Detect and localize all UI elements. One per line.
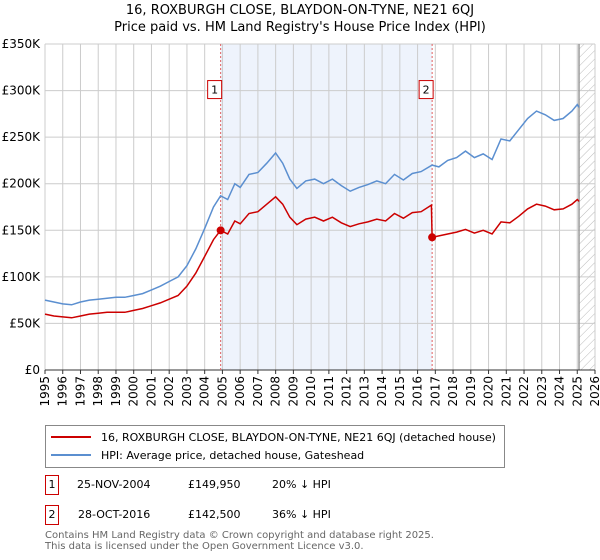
- footer-licence: This data is licensed under the Open Gov…: [45, 541, 364, 552]
- legend-label: 16, ROXBURGH CLOSE, BLAYDON-ON-TYNE, NE2…: [101, 430, 496, 444]
- x-tick-label: 2025: [570, 376, 584, 407]
- x-tick-label: 1997: [73, 376, 87, 407]
- x-tick-label: 2026: [588, 376, 600, 407]
- sale-label: 1: [211, 84, 218, 97]
- sale-label-box: [207, 80, 223, 100]
- ownership-period-shade: [220, 44, 433, 370]
- y-tick-label: £100K: [2, 270, 42, 284]
- x-tick-label: 2011: [322, 376, 336, 407]
- legend: 16, ROXBURGH CLOSE, BLAYDON-ON-TYNE, NE2…: [45, 425, 505, 468]
- hpi-line: [44, 103, 580, 306]
- chart-subtitle: Price paid vs. HM Land Registry's House …: [114, 20, 486, 35]
- sale-label-box: [418, 80, 434, 100]
- sale-row-2: 2 28-OCT-2016 £142,500 36% ↓ HPI: [45, 505, 465, 525]
- x-tick-label: 1995: [38, 376, 52, 407]
- sale-badge: 1: [45, 475, 59, 495]
- x-tick-label: 2014: [375, 376, 389, 407]
- property-price-line: [44, 195, 580, 319]
- x-tick-label: 2006: [233, 376, 247, 407]
- y-tick-label: £50K: [9, 316, 41, 330]
- legend-swatch-red: [51, 436, 91, 438]
- footer-copyright: Contains HM Land Registry data © Crown c…: [45, 530, 434, 541]
- forecast-hatch: [579, 44, 595, 370]
- y-tick-label: £350K: [2, 37, 42, 51]
- sale-badge: 2: [45, 505, 59, 525]
- price-chart: 1995 1996 1997 1998 1999 2000 2001 2002 2003 2004…: [2, 37, 600, 407]
- x-tick-label: 2008: [269, 376, 283, 407]
- x-tick-label: 2023: [535, 376, 549, 407]
- x-tick-label: 2015: [393, 376, 407, 407]
- sale-label: 2: [423, 84, 430, 97]
- x-tick-label: 2000: [127, 376, 141, 407]
- y-tick-label: £300K: [2, 84, 42, 98]
- x-tick-label: 1999: [109, 376, 123, 407]
- chart-title-block: 16, ROXBURGH CLOSE, BLAYDON-ON-TYNE, NE2…: [0, 2, 600, 36]
- legend-item-property: 16, ROXBURGH CLOSE, BLAYDON-ON-TYNE, NE2…: [51, 428, 496, 446]
- x-tick-label: 1998: [91, 376, 105, 407]
- x-tick-label: 2016: [411, 376, 425, 407]
- x-tick-label: 2022: [517, 376, 531, 407]
- x-tick-label: 2024: [553, 376, 567, 407]
- x-tick-label: 2020: [482, 376, 496, 407]
- sale-price: £142,500: [188, 508, 241, 521]
- footer: Contains HM Land Registry data © Crown c…: [45, 530, 434, 552]
- x-tick-label: 2021: [499, 376, 513, 407]
- x-tick-label: 2010: [304, 376, 318, 407]
- x-tick-label: 2004: [198, 376, 212, 407]
- x-tick-label: 2001: [144, 376, 158, 407]
- y-tick-label: £250K: [2, 130, 42, 144]
- x-tick-label: 2012: [340, 376, 354, 407]
- x-tick-label: 2005: [215, 376, 229, 407]
- x-tick-label: 2017: [428, 376, 442, 407]
- y-tick-label: £150K: [2, 223, 42, 237]
- x-tick-label: 2013: [357, 376, 371, 407]
- sale-point: [216, 226, 225, 235]
- legend-item-hpi: HPI: Average price, detached house, Gate…: [51, 446, 496, 464]
- sale-price: £149,950: [188, 478, 241, 491]
- sale-date: 28-OCT-2016: [78, 508, 151, 521]
- sale-date: 25-NOV-2004: [77, 478, 151, 491]
- legend-swatch-blue: [51, 454, 91, 456]
- y-tick-label: £200K: [2, 177, 42, 191]
- chart-title: 16, ROXBURGH CLOSE, BLAYDON-ON-TYNE, NE2…: [125, 3, 475, 18]
- sale-hpi-diff: 36% ↓ HPI: [272, 508, 331, 521]
- x-tick-label: 2009: [286, 376, 300, 407]
- y-tick-label: £0: [25, 363, 40, 377]
- legend-label: HPI: Average price, detached house, Gate…: [101, 448, 365, 462]
- sale-row-1: 1 25-NOV-2004 £149,950 20% ↓ HPI: [45, 475, 465, 495]
- x-tick-label: 2007: [251, 376, 265, 407]
- sale-point: [428, 233, 437, 242]
- x-tick-label: 2019: [464, 376, 478, 407]
- x-tick-label: 2018: [446, 376, 460, 407]
- x-tick-label: 2003: [180, 376, 194, 407]
- x-tick-label: 2002: [162, 376, 176, 407]
- x-tick-label: 1996: [56, 376, 70, 407]
- sale-hpi-diff: 20% ↓ HPI: [272, 478, 331, 491]
